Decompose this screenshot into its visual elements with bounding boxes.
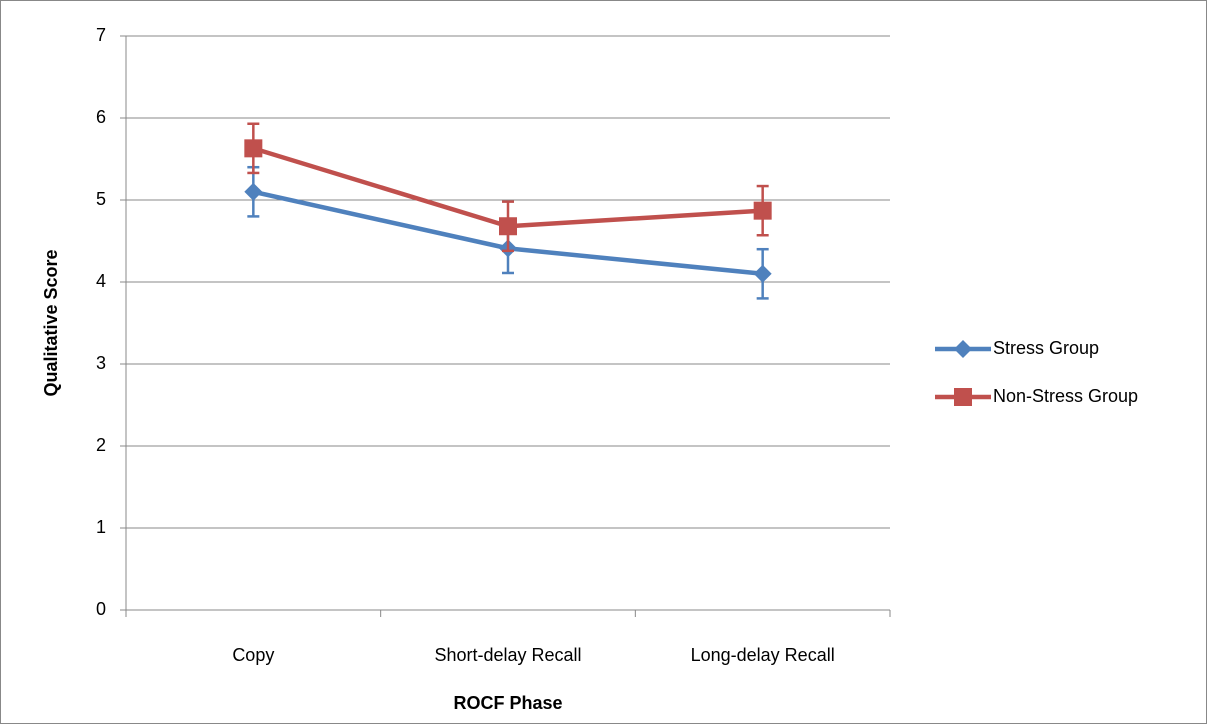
x-tick-label: Short-delay Recall xyxy=(434,645,581,665)
legend-marker xyxy=(954,388,972,406)
y-tick-label: 4 xyxy=(96,271,106,291)
y-tick-label: 6 xyxy=(96,107,106,127)
x-tick-label: Copy xyxy=(232,645,274,665)
x-tick-label: Long-delay Recall xyxy=(691,645,835,665)
y-tick-label: 5 xyxy=(96,189,106,209)
data-point xyxy=(244,182,263,201)
legend-label: Stress Group xyxy=(993,338,1099,358)
data-point xyxy=(499,217,517,236)
y-tick-label: 1 xyxy=(96,517,106,537)
legend-marker xyxy=(954,340,972,358)
x-axis-title: ROCF Phase xyxy=(453,693,562,713)
legend-label: Non-Stress Group xyxy=(993,386,1138,406)
y-tick-label: 2 xyxy=(96,435,106,455)
y-tick-label: 3 xyxy=(96,353,106,373)
y-tick-label: 0 xyxy=(96,599,106,619)
y-tick-label: 7 xyxy=(96,25,106,45)
y-axis-title: Qualitative Score xyxy=(41,249,61,396)
data-point xyxy=(753,264,772,283)
data-point xyxy=(753,201,772,220)
data-point xyxy=(244,139,263,158)
